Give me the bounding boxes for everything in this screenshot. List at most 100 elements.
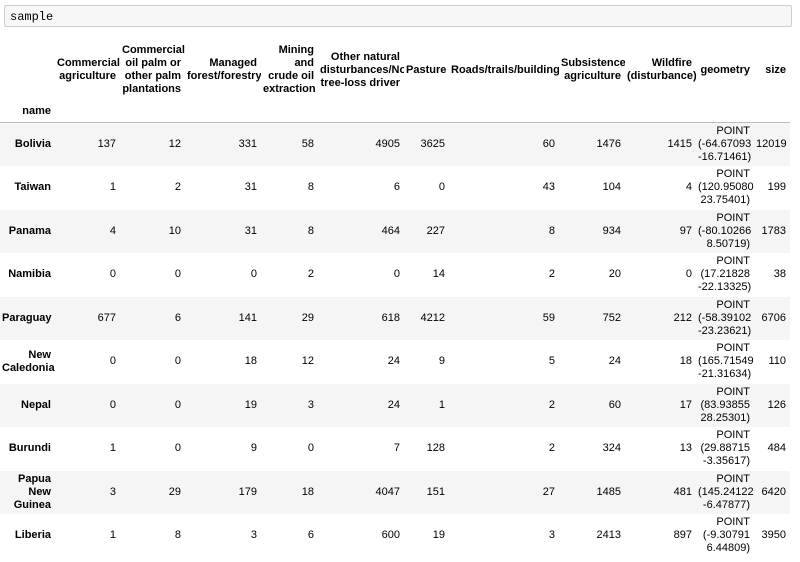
table-cell: 24 xyxy=(608,355,621,368)
table-cell: POINT (-58.39102 -23.23621) xyxy=(698,298,752,337)
table-cell: 2413 xyxy=(596,529,621,542)
table-cell: 24 xyxy=(387,355,400,368)
table-cell: 0 xyxy=(393,268,400,281)
table-cell: 19 xyxy=(432,529,445,542)
table-cell: 2 xyxy=(548,442,555,455)
table-cell: 7 xyxy=(393,442,400,455)
empty-header xyxy=(754,100,790,123)
table-cell: 199 xyxy=(767,181,786,194)
table-cell: 60 xyxy=(542,138,555,150)
table-cell: 31 xyxy=(244,224,257,237)
table-cell: 29 xyxy=(301,311,314,324)
index-name-row: name xyxy=(0,100,790,123)
table-cell: 2 xyxy=(548,268,555,281)
column-header: size xyxy=(765,63,786,76)
code-input[interactable]: sample xyxy=(4,5,792,27)
table-cell: 4047 xyxy=(375,485,400,498)
column-header: Commercial agriculture xyxy=(57,57,120,82)
table-row: Burundi 1 0 9 0 7 128 2 324 13 POINT (29.88715 -3.… xyxy=(0,427,790,471)
empty-header xyxy=(559,100,625,123)
table-cell: 227 xyxy=(426,224,445,237)
table-cell: 20 xyxy=(608,268,621,281)
table-cell: 0 xyxy=(250,268,257,281)
table-cell: POINT (83.93855 28.25301) xyxy=(700,385,750,424)
table-cell: 13 xyxy=(679,442,692,455)
table-cell: 9 xyxy=(438,355,445,368)
table-cell: 110 xyxy=(768,355,786,368)
table-cell: 3 xyxy=(307,398,314,411)
table-cell: POINT (120.95080 23.75401) xyxy=(698,168,754,207)
table-row: New Caledonia 0 0 18 12 24 9 5 24 18 POINT (165.71… xyxy=(0,340,790,384)
table-row: Namibia 0 0 0 2 0 14 2 20 0 POINT (17.21828 -22.13… xyxy=(0,253,790,297)
table-row: Papua New Guinea 3 29 179 18 4047 151 27 1485 481… xyxy=(0,470,790,514)
empty-header xyxy=(318,100,404,123)
table-cell: 0 xyxy=(174,398,181,411)
table-row: Taiwan 1 2 31 8 6 0 43 104 4 POINT (120.95080 23.7… xyxy=(0,166,790,210)
table-cell: 18 xyxy=(301,485,314,498)
table-cell: POINT (145.24122 -6.47877) xyxy=(698,472,754,511)
table-cell: 2 xyxy=(548,398,555,411)
corner xyxy=(0,40,55,100)
row-label: Bolivia xyxy=(14,138,51,150)
table-cell: 6706 xyxy=(761,311,786,324)
table-cell: 6 xyxy=(174,311,181,324)
table-cell: 19 xyxy=(244,398,257,411)
table-cell: 12019 xyxy=(756,138,787,150)
table-cell: 0 xyxy=(174,268,181,281)
table-cell: 3625 xyxy=(420,138,445,150)
table-cell: 60 xyxy=(608,398,621,411)
table-cell: POINT (-80.10266 8.50719) xyxy=(698,211,752,250)
table-cell: 97 xyxy=(679,224,692,237)
row-label: Nepal xyxy=(21,398,51,411)
column-header: Mining and crude oil extraction xyxy=(263,44,316,95)
table-cell: 1415 xyxy=(667,138,692,150)
table-cell: 934 xyxy=(602,224,621,237)
table-cell: POINT (-9.30791 6.44809) xyxy=(702,516,750,555)
table-cell: 0 xyxy=(307,442,314,455)
table-cell: 1 xyxy=(438,398,445,411)
table-cell: 4212 xyxy=(420,311,445,324)
table-cell: 0 xyxy=(109,355,116,368)
table-cell: 324 xyxy=(602,442,621,455)
row-label: Liberia xyxy=(14,529,51,542)
table-cell: 24 xyxy=(387,398,400,411)
column-header: geometry xyxy=(700,63,750,76)
empty-header xyxy=(404,100,449,123)
table-cell: 600 xyxy=(381,529,400,542)
table-cell: 1 xyxy=(109,181,116,194)
table-cell: 8 xyxy=(548,224,555,237)
table-cell: 2 xyxy=(174,181,181,194)
table-cell: 4 xyxy=(109,224,116,237)
table-cell: 58 xyxy=(301,138,314,150)
table-row: Paraguay 677 6 141 29 618 4212 59 752 212 POINT (-… xyxy=(0,296,790,340)
table-cell: 0 xyxy=(174,355,181,368)
empty-header xyxy=(696,100,754,123)
table-cell: POINT (29.88715 -3.35617) xyxy=(700,429,750,468)
table-cell: 3950 xyxy=(761,529,786,542)
table-cell: 8 xyxy=(174,529,181,542)
empty-header xyxy=(55,100,120,123)
column-header: Commercial oil palm or other palm planta… xyxy=(122,44,185,95)
table-cell: 141 xyxy=(238,311,257,324)
table-cell: 3 xyxy=(109,485,116,498)
table-cell: 1485 xyxy=(596,485,621,498)
column-header: Subsistence agriculture xyxy=(561,57,625,82)
column-header: Pasture xyxy=(406,63,447,76)
table-body: Bolivia 137 12 331 58 4905 3625 60 1476 1415 POINT… xyxy=(0,122,790,558)
row-label: Namibia xyxy=(8,268,51,281)
table-cell: 9 xyxy=(250,442,257,455)
table-cell: 179 xyxy=(238,485,257,498)
row-label: Papua New Guinea xyxy=(13,472,51,511)
table-cell: 677 xyxy=(97,311,116,324)
table-cell: 10 xyxy=(168,224,181,237)
table-cell: 897 xyxy=(673,529,692,542)
table-cell: 1 xyxy=(109,529,116,542)
table-cell: 618 xyxy=(381,311,400,324)
table-cell: 3 xyxy=(548,529,555,542)
empty-header xyxy=(185,100,261,123)
table-cell: 3 xyxy=(250,529,257,542)
table-cell: 0 xyxy=(109,268,116,281)
table-cell: 0 xyxy=(685,268,692,281)
table-cell: 17 xyxy=(679,398,692,411)
